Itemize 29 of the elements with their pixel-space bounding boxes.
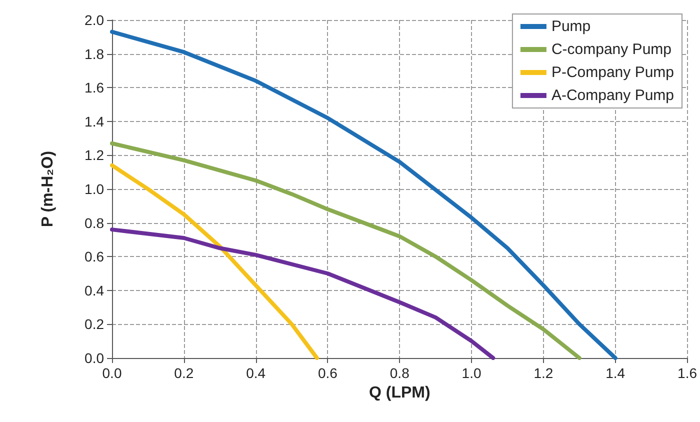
y-tick-label: 0.8: [84, 214, 104, 231]
x-tick-label: 0.2: [174, 365, 194, 381]
x-tick-label: 1.2: [534, 365, 554, 381]
x-tick-label: 1.6: [678, 365, 698, 381]
y-tick-label: 0.2: [84, 316, 104, 332]
y-tick-label: 0.4: [84, 282, 104, 298]
y-tick-label: 1.8: [84, 46, 104, 62]
y-tick-label: 1.6: [84, 80, 104, 96]
line-series: [110, 163, 319, 360]
y-tick-label: 1.4: [84, 113, 104, 130]
x-tick-label: 0.0: [102, 365, 122, 381]
legend-label: P-Company Pump: [551, 64, 674, 81]
line-series: [110, 228, 496, 360]
x-tick-label: 0.6: [318, 365, 338, 381]
x-tick-label: 1.4: [606, 365, 626, 381]
x-tick-label: 1.0: [462, 365, 482, 381]
y-axis-title: P (m-H₂O): [40, 150, 56, 228]
x-tick-label: 0.8: [390, 365, 410, 381]
y-tick-label: 0.6: [84, 248, 104, 265]
line-series: [110, 141, 582, 360]
legend-label: A-Company Pump: [551, 87, 674, 104]
y-tick-label: 1.2: [84, 147, 104, 164]
y-tick-label: 0.0: [84, 350, 104, 366]
legend-label: C-company Pump: [551, 41, 672, 58]
y-tick-label: 2.0: [84, 12, 104, 28]
x-tick-label: 0.4: [246, 365, 266, 381]
x-axis-title: Q (LPM): [368, 384, 430, 402]
legend-label: Pump: [551, 18, 591, 35]
y-tick-label: 1.0: [84, 181, 104, 197]
